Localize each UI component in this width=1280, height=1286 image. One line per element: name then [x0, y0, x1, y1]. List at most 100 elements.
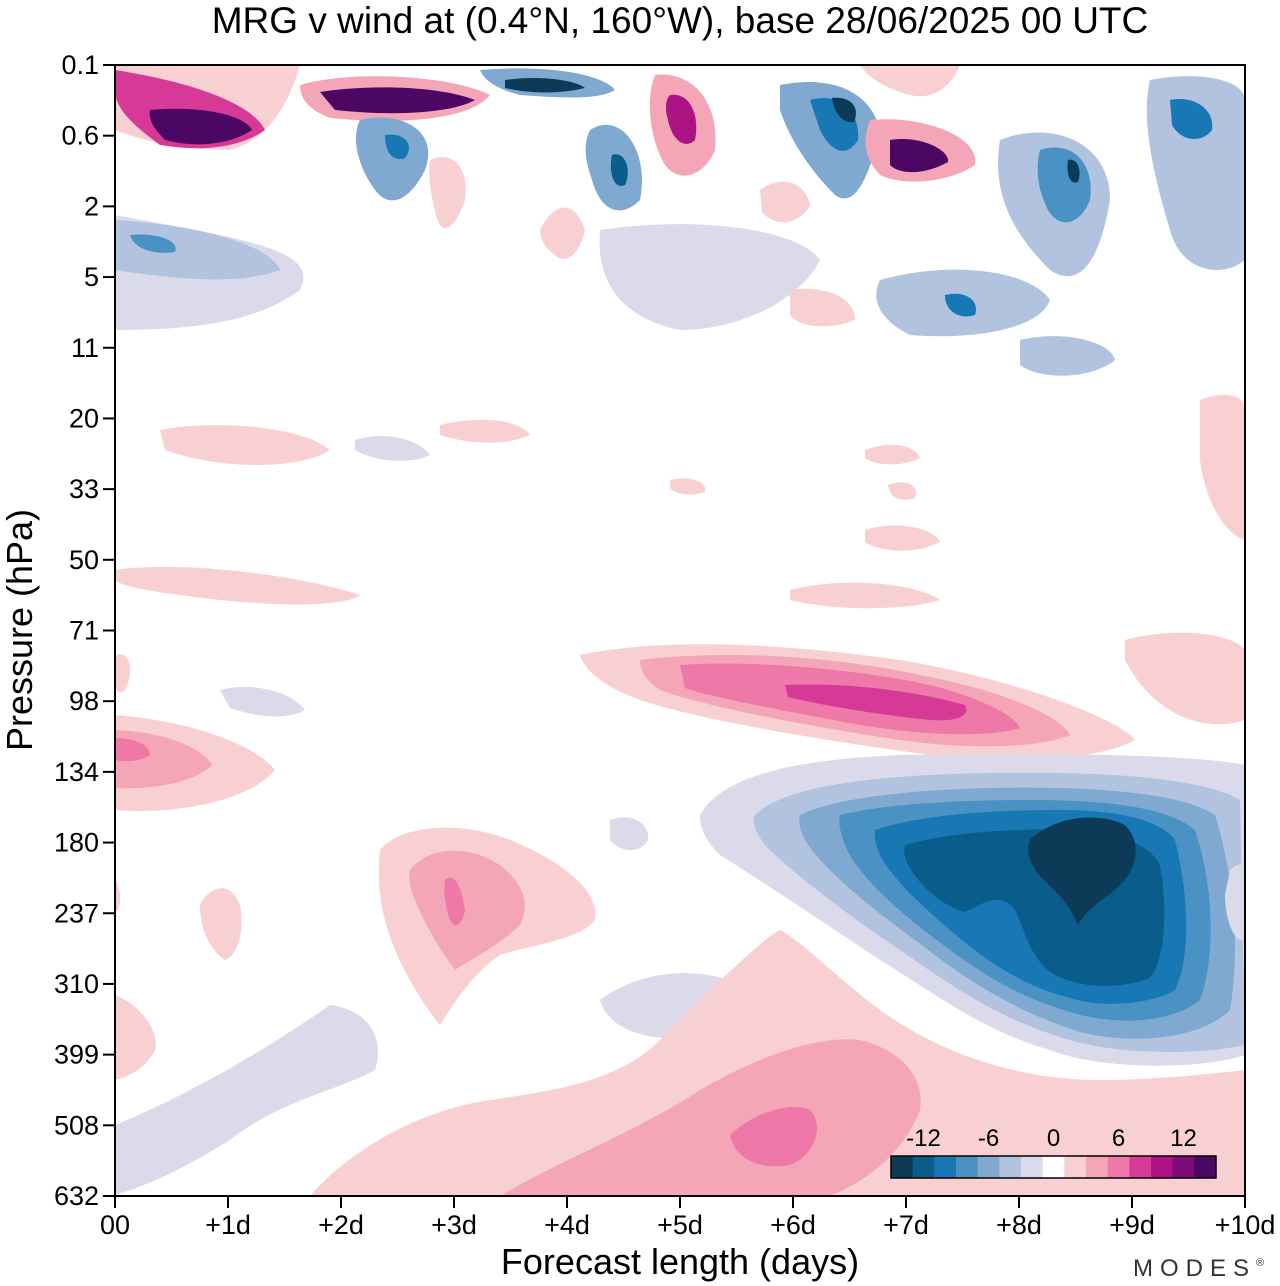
x-tick-label: +8d: [996, 1210, 1042, 1240]
x-tick-label: +3d: [431, 1210, 477, 1240]
x-tick-label: +9d: [1109, 1210, 1155, 1240]
contour-upper-pink-4-5d: [540, 207, 585, 259]
contour-pink-lower-core: [730, 1106, 818, 1167]
x-tick-label: +2d: [318, 1210, 364, 1240]
contour-upper-left-purple: [149, 108, 252, 145]
colorbar-swatch: [1172, 1156, 1195, 1178]
contour-upper-blue-band-inner: [115, 220, 280, 280]
contour-pink-33hpa: [670, 478, 706, 495]
y-tick-label: 2: [84, 191, 99, 221]
colorbar-swatch: [891, 1156, 914, 1178]
contour-pink-lower-right-edge: [1200, 1079, 1245, 1160]
contour-upper-blue-4d-core: [610, 154, 628, 186]
contour-pink-50hpa-left: [115, 566, 360, 605]
contour-upper-darkblue-plume: [505, 77, 585, 93]
contour-upper-darkblue-8-9d: [1067, 159, 1080, 183]
contour-pink-20hpa-center: [440, 419, 530, 443]
contour-upper-blue-2d-core: [385, 134, 409, 160]
contour-upper-pink-6d: [760, 181, 810, 223]
contour-negative-right-edge: [1225, 864, 1245, 941]
contour-upper-pink-7d-top: [860, 65, 960, 97]
contour-upper-blue-core: [130, 234, 176, 253]
x-tick-label: +5d: [657, 1210, 703, 1240]
contour-left-134-core: [115, 738, 150, 762]
x-axis-label: Forecast length (days): [501, 1241, 859, 1282]
contour-blue-180-4-5d: [610, 817, 649, 851]
colorbar-tick-label: -6: [978, 1125, 999, 1152]
contour-upper-darkblue-6d: [832, 97, 856, 123]
contour-upper-pink-6d-lower: [790, 288, 855, 327]
y-tick-label: 98: [69, 686, 99, 716]
y-axis: 0.1 0.6 2 5 11 20 33 50 71 98 134 180 237 310 399 508 63…: [54, 50, 115, 1211]
y-tick-label: 134: [54, 757, 99, 787]
colorbar-swatch: [1086, 1156, 1109, 1178]
colorbar-swatch: [1021, 1156, 1044, 1178]
contour-blue-20hpa: [355, 435, 430, 462]
contour-pink-33hpa-7d: [888, 482, 916, 500]
contour-pink-20hpa-left: [160, 425, 330, 465]
y-axis-label: Pressure (hPa): [0, 509, 40, 751]
colorbar-swatch: [934, 1156, 957, 1178]
contour-pink-left-edge-237: [115, 880, 121, 912]
y-tick-label: 0.1: [61, 50, 99, 80]
contour-pink-left-399: [115, 995, 156, 1080]
contour-pink-50hpa-7d: [865, 525, 940, 551]
x-tick-label: 00: [100, 1210, 130, 1240]
contour-pink-3d-core: [444, 877, 465, 926]
contour-negative-min: [1028, 817, 1136, 925]
contour-pink-60hpa-right: [790, 582, 940, 609]
chart-title: MRG v wind at (0.4°N, 160°W), base 28/06…: [212, 0, 1149, 41]
x-tick-label: +4d: [544, 1210, 590, 1240]
y-tick-label: 508: [54, 1110, 99, 1140]
colorbar-swatch: [1194, 1156, 1217, 1178]
contour-blue-lower-left: [115, 1005, 378, 1195]
contour-blue-98hpa-left: [220, 686, 305, 717]
contour-pink-right-edge-upper: [1200, 394, 1245, 540]
colorbar-swatch: [1064, 1156, 1087, 1178]
y-tick-label: 310: [54, 969, 99, 999]
contour-upper-darkblue-right: [1170, 99, 1213, 140]
y-tick-label: 0.6: [61, 121, 99, 151]
x-tick-label: +1d: [205, 1210, 251, 1240]
contour-pink-1d-237: [200, 888, 242, 960]
contour-upper-blue-right: [1146, 76, 1245, 270]
contour-fills: [115, 65, 1245, 1196]
y-tick-label: 33: [69, 474, 99, 504]
colorbar-swatch: [999, 1156, 1022, 1178]
x-tick-label: +10d: [1215, 1210, 1276, 1240]
y-tick-label: 20: [69, 403, 99, 433]
contour-upper-pink-3d: [429, 156, 466, 229]
colorbar-swatch: [977, 1156, 1000, 1178]
colorbar-swatch: [1151, 1156, 1174, 1178]
y-tick-label: 5: [84, 262, 99, 292]
colorbar: -12 -6 0 6 12: [890, 1125, 1217, 1179]
contour-pink-20hpa-right: [865, 444, 920, 465]
y-tick-label: 50: [69, 545, 99, 575]
colorbar-tick-label: 6: [1112, 1125, 1125, 1152]
colorbar-swatch: [1042, 1156, 1065, 1178]
contour-upper-magenta-5d-core: [665, 94, 697, 144]
contour-pink-right-edge-mid: [1125, 632, 1245, 725]
colorbar-swatch: [1107, 1156, 1130, 1178]
y-tick-label: 237: [54, 898, 99, 928]
contour-upper-center-purple: [320, 87, 475, 114]
x-tick-label: +6d: [770, 1210, 816, 1240]
colorbar-swatch: [956, 1156, 979, 1178]
contour-upper-blue-2d: [355, 117, 429, 201]
x-tick-label: +7d: [883, 1210, 929, 1240]
contour-pink-left-edge: [115, 654, 131, 693]
x-axis: 00 +1d +2d +3d +4d +5d +6d +7d +8d +9d +10d: [100, 1196, 1275, 1240]
y-tick-label: 399: [54, 1040, 99, 1070]
y-tick-label: 71: [69, 616, 99, 646]
contour-pink-3d-mid: [409, 850, 525, 970]
colorbar-swatch: [1129, 1156, 1152, 1178]
colorbar-frame: [890, 1155, 1217, 1179]
contour-upper-blue-9d-11hpa: [1020, 336, 1115, 376]
brand-registered-mark: ®: [1256, 1257, 1271, 1269]
y-tick-label: 180: [54, 828, 99, 858]
contour-upper-purple-7d-core: [890, 139, 949, 173]
brand-logo: MODES®: [1133, 1255, 1271, 1282]
contour-pink-lower-mid: [500, 1039, 921, 1196]
y-tick-label: 11: [71, 333, 99, 363]
